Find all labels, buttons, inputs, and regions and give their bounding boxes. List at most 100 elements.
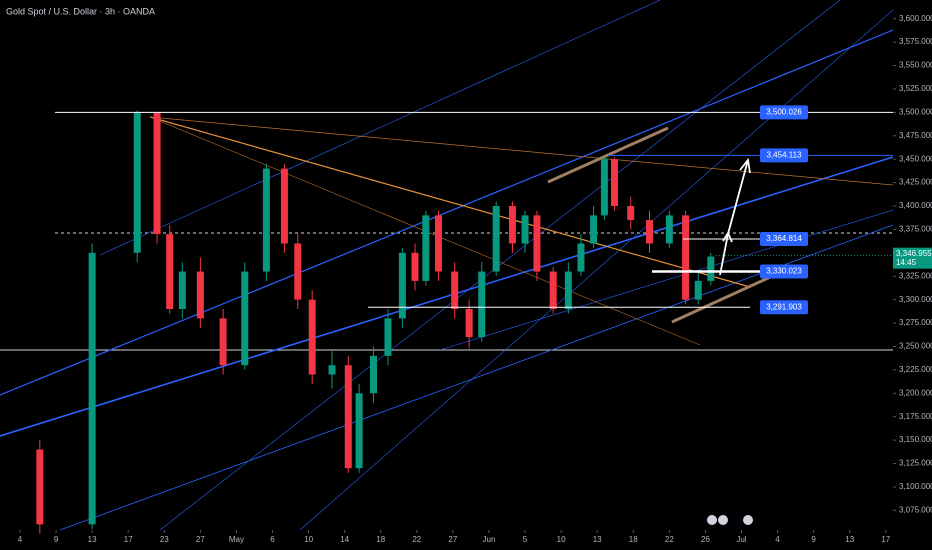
chart-title: Gold Spot / U.S. Dollar · 3h · OANDA — [6, 6, 155, 16]
candle-body — [153, 112, 161, 235]
candle-body — [280, 168, 288, 244]
y-tick-label: 3,300.000 — [899, 295, 932, 304]
candle-body — [294, 243, 302, 300]
candle-body — [707, 256, 715, 281]
trend-line — [439, 209, 894, 351]
y-tick-label: 3,250.000 — [899, 342, 932, 351]
y-tick-label: 3,275.000 — [899, 318, 932, 327]
candle-body — [178, 271, 186, 310]
y-tick-label: 3,075.000 — [899, 505, 932, 514]
x-tick-label: May — [229, 535, 244, 544]
y-tick-label: 3,425.000 — [899, 178, 932, 187]
candle-body — [682, 215, 690, 300]
level-label: 3,291.903 — [766, 302, 802, 311]
level-label: 3,330.023 — [766, 267, 802, 276]
candle-body — [590, 215, 598, 244]
candle-body — [355, 393, 363, 469]
x-tick-label: Jun — [483, 535, 496, 544]
y-tick-label: 3,225.000 — [899, 365, 932, 374]
y-tick-label: 3,325.000 — [899, 271, 932, 280]
current-price-box — [893, 247, 932, 269]
candle-body — [508, 206, 516, 244]
y-tick-label: 3,375.000 — [899, 225, 932, 234]
candle-body — [533, 215, 541, 272]
candle-body — [166, 234, 174, 310]
trend-line — [59, 224, 894, 531]
candle-body — [492, 206, 500, 272]
drawings — [0, 0, 894, 531]
level-box — [760, 105, 808, 120]
y-tick-label: 3,500.000 — [899, 107, 932, 116]
y-tick-label: 3,400.000 — [899, 201, 932, 210]
candle-body — [398, 252, 406, 319]
y-tick-label: 3,525.000 — [899, 84, 932, 93]
level-box — [760, 300, 808, 315]
fan-line — [149, 116, 751, 288]
y-tick-label: 3,175.000 — [899, 412, 932, 421]
x-tick-label: 22 — [665, 535, 674, 544]
x-tick-label: 17 — [881, 535, 890, 544]
y-tick-label: 3,150.000 — [899, 435, 932, 444]
candle-body — [328, 365, 336, 375]
candle-body — [308, 299, 316, 375]
fan-line — [149, 116, 894, 186]
x-tick-label: 13 — [593, 535, 602, 544]
price-axis — [893, 0, 932, 550]
trend-line — [299, 9, 894, 531]
candle-body — [600, 159, 608, 216]
x-tick-label: 23 — [160, 535, 169, 544]
candle-body — [627, 206, 635, 221]
candle-body — [694, 280, 702, 300]
y-tick-label: 3,125.000 — [899, 459, 932, 468]
trend-line — [0, 29, 894, 396]
x-tick-label: 18 — [376, 535, 385, 544]
x-tick-label: 27 — [196, 535, 205, 544]
candle-body — [611, 159, 619, 207]
y-tick-label: 3,550.000 — [899, 61, 932, 70]
current-price-label: 3,346.955 — [896, 249, 932, 258]
y-tick-label: 3,450.000 — [899, 154, 932, 163]
candle-body — [422, 215, 430, 281]
y-tick-label: 3,575.000 — [899, 37, 932, 46]
x-tick-label: 5 — [523, 535, 528, 544]
candle-body — [451, 271, 459, 310]
candle-body — [645, 220, 653, 244]
event-icon[interactable] — [718, 515, 728, 525]
x-tick-label: 14 — [340, 535, 349, 544]
level-box — [760, 148, 808, 163]
candle-body — [344, 365, 352, 469]
x-tick-label: Jul — [736, 535, 746, 544]
x-tick-label: 9 — [54, 535, 59, 544]
x-tick-label: 10 — [304, 535, 313, 544]
event-icon[interactable] — [743, 515, 753, 525]
trend-line — [0, 156, 894, 437]
x-tick-label: 13 — [845, 535, 854, 544]
candle-body — [133, 112, 141, 253]
candle-body — [370, 355, 378, 394]
level-label: 3,500.026 — [766, 107, 802, 116]
trend-line — [159, 0, 841, 531]
x-tick-label: 18 — [629, 535, 638, 544]
trend-line — [99, 0, 661, 256]
candle-body — [465, 309, 473, 338]
y-tick-label: 3,100.000 — [899, 482, 932, 491]
x-tick-label: 13 — [88, 535, 97, 544]
x-tick-label: 9 — [811, 535, 816, 544]
x-tick-label: 26 — [701, 535, 710, 544]
y-tick-label: 3,600.000 — [899, 14, 932, 23]
candle-body — [411, 252, 419, 281]
candle-body — [88, 252, 96, 525]
candle-body — [564, 271, 572, 310]
candle-body — [577, 243, 585, 272]
level-label: 3,364.814 — [766, 234, 802, 243]
current-price-time: 14:45 — [896, 258, 917, 267]
candle-body — [36, 449, 44, 525]
candle-body — [521, 215, 529, 244]
x-tick-label: 17 — [124, 535, 133, 544]
level-box — [760, 264, 808, 279]
candle-body — [219, 318, 227, 366]
event-icon[interactable] — [707, 515, 717, 525]
candle-body — [384, 318, 392, 356]
